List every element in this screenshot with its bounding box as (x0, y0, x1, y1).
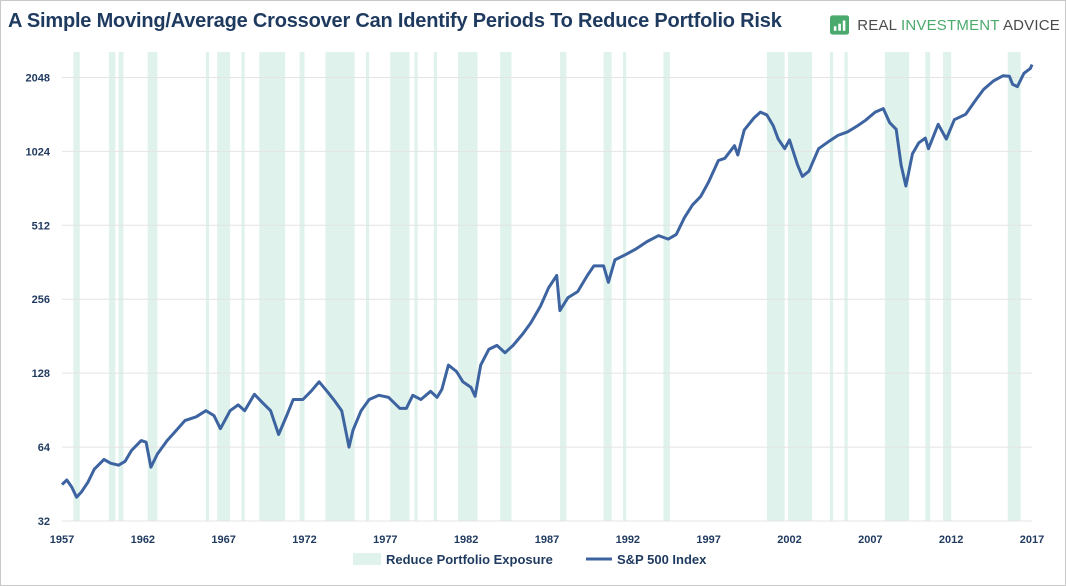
shaded-period-3 (147, 52, 158, 521)
y-tick-label-64: 64 (38, 442, 51, 454)
brand-name: REAL INVESTMENT ADVICE (857, 16, 1060, 34)
y-tick-label-32: 32 (38, 516, 50, 528)
y-axis: 32 64 128 256 512 1024 2048 (26, 72, 51, 528)
gridlines (62, 76, 1032, 522)
x-tick-label-1957: 1957 (50, 534, 74, 546)
y-tick-label-128: 128 (32, 368, 50, 380)
shaded-period-4 (205, 52, 210, 521)
shaded-period-19 (663, 52, 670, 521)
shaded-period-2 (118, 52, 124, 521)
x-tick-label-1972: 1972 (292, 534, 316, 546)
shaded-period-14 (458, 52, 478, 521)
x-axis: 1957 1962 1967 1972 1977 1982 1987 1992 1997 2002… (50, 534, 1044, 546)
y-tick-label-1024: 1024 (26, 146, 51, 158)
shaded-period-13 (433, 52, 438, 521)
shaded-period-15 (500, 52, 512, 521)
shaded-period-17 (603, 52, 612, 521)
shaded-period-1 (108, 52, 116, 521)
shaded-period-26 (943, 52, 952, 521)
x-tick-label-1987: 1987 (535, 534, 559, 546)
shaded-period-21 (787, 52, 813, 521)
shaded-period-18 (622, 52, 627, 521)
y-tick-label-256: 256 (32, 294, 50, 306)
shaded-periods (73, 52, 1021, 521)
rising-chart-icon (830, 15, 850, 35)
y-tick-label-2048: 2048 (26, 72, 50, 84)
shaded-period-5 (217, 52, 231, 521)
x-tick-label-1962: 1962 (131, 534, 155, 546)
x-tick-label-1997: 1997 (696, 534, 720, 546)
shaded-period-27 (1007, 52, 1021, 521)
shaded-period-23 (844, 52, 848, 521)
legend: Reduce Portfolio Exposure S&P 500 Index (353, 552, 707, 567)
shaded-period-6 (241, 52, 245, 521)
x-tick-label-1982: 1982 (454, 534, 478, 546)
shaded-period-25 (925, 52, 931, 521)
series-line-sp500 (60, 64, 1034, 499)
shaded-period-11 (390, 52, 410, 521)
y-tick-label-512: 512 (32, 220, 50, 232)
shaded-period-7 (259, 52, 286, 521)
brand-logo: REAL INVESTMENT ADVICE (830, 10, 1060, 40)
x-tick-label-1967: 1967 (211, 534, 235, 546)
shaded-period-10 (365, 52, 370, 521)
shaded-period-20 (766, 52, 785, 521)
shaded-period-22 (829, 52, 834, 521)
shaded-period-9 (325, 52, 355, 521)
shaded-period-16 (559, 52, 567, 521)
x-tick-label-1977: 1977 (373, 534, 397, 546)
chart-title: A Simple Moving/Average Crossover Can Id… (8, 10, 782, 32)
x-tick-label-2002: 2002 (777, 534, 801, 546)
legend-label-sp500: S&P 500 Index (617, 552, 707, 567)
shaded-period-12 (414, 52, 418, 521)
shaded-period-8 (299, 52, 305, 521)
x-tick-label-2007: 2007 (858, 534, 882, 546)
legend-swatch-reduce-exposure (353, 553, 381, 565)
x-tick-label-2012: 2012 (939, 534, 963, 546)
legend-label-reduce-exposure: Reduce Portfolio Exposure (386, 552, 553, 567)
x-tick-label-1992: 1992 (616, 534, 640, 546)
shaded-period-0 (73, 52, 80, 521)
x-tick-label-2017: 2017 (1020, 534, 1044, 546)
